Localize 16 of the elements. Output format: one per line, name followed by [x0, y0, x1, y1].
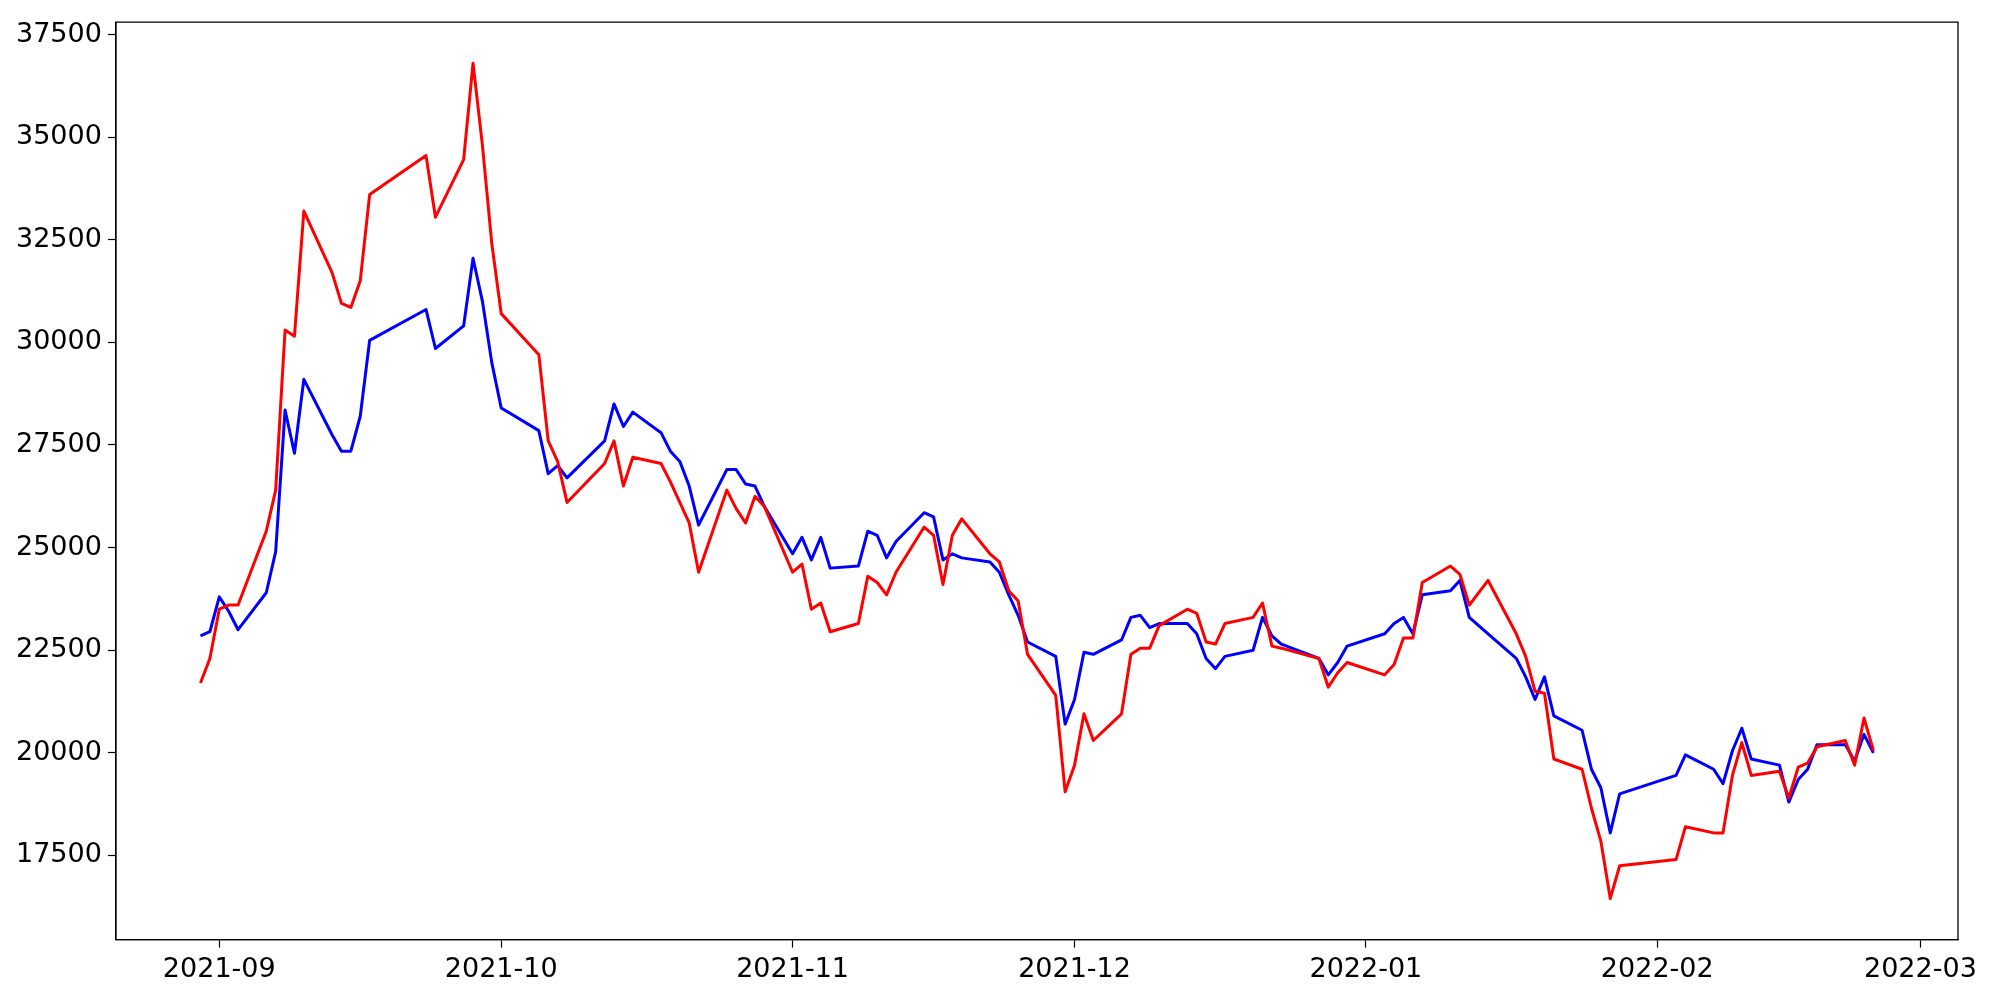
y-tick-label: 37500 — [15, 16, 102, 48]
x-tick-label: 2021-10 — [444, 951, 558, 983]
x-tick-label: 2022-02 — [1600, 951, 1714, 983]
y-tick-label: 25000 — [15, 529, 102, 561]
x-tick-label: 2022-01 — [1309, 951, 1423, 983]
y-tick-label: 32500 — [15, 221, 102, 253]
y-tick-label: 30000 — [15, 324, 102, 356]
x-tick-label: 2022-03 — [1864, 951, 1977, 983]
y-tick-label: 17500 — [15, 837, 102, 869]
y-tick-label: 35000 — [15, 119, 102, 151]
x-tick-label: 2021-12 — [1018, 951, 1131, 983]
x-tick-label: 2021-11 — [736, 951, 849, 983]
y-tick-label: 22500 — [15, 632, 102, 664]
y-tick-label: 20000 — [15, 734, 102, 766]
x-tick-label: 2021-09 — [162, 951, 276, 983]
y-tick-label: 27500 — [15, 427, 102, 458]
